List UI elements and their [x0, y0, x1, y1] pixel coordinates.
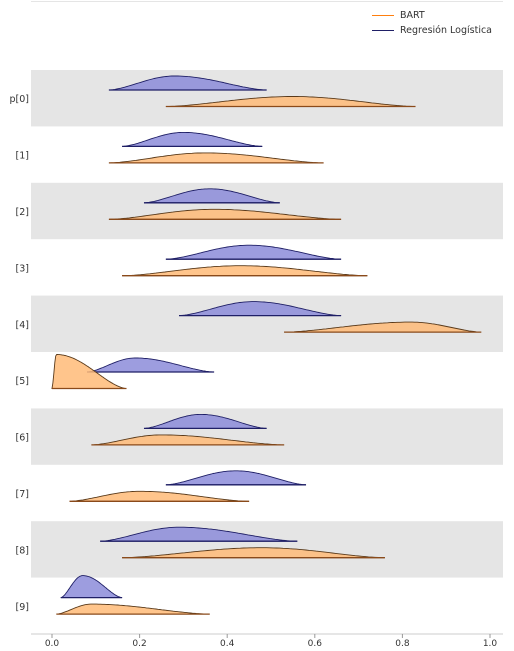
y-tick-label: [4]	[16, 320, 29, 331]
y-tick-labels: p[0] [1] [2] [3] [4] [5] [6] [7] [8] [9]	[10, 94, 30, 613]
ridge-logistic	[143, 188, 280, 204]
x-tick-label: 0.4	[220, 639, 235, 649]
ridge-bart	[122, 547, 385, 559]
category-band	[31, 182, 503, 240]
x-tick-label: 1.0	[483, 639, 498, 649]
legend-label-logistic: Regresión Logística	[400, 25, 492, 36]
y-tick-label: [5]	[16, 376, 29, 387]
ridge-logistic	[178, 301, 342, 317]
y-tick-label: [3]	[16, 263, 29, 274]
ridge-bart	[108, 208, 342, 220]
ridge-bart	[284, 321, 482, 333]
ridges	[51, 75, 482, 615]
y-tick-label: [8]	[16, 545, 29, 556]
x-tick-label: 0.0	[45, 639, 60, 649]
ridge-logistic	[165, 244, 342, 260]
ridge-bart	[108, 152, 324, 164]
ridge-bart	[122, 265, 368, 277]
ridge-bart	[91, 434, 285, 446]
ridge-logistic	[100, 526, 298, 542]
ridge-bart	[69, 490, 250, 502]
legend-swatch-bart	[372, 15, 394, 16]
y-tick-label: p[0]	[10, 94, 30, 105]
ridge-logistic	[60, 575, 123, 599]
x-tick-label: 0.2	[132, 639, 146, 649]
legend-label-bart: BART	[400, 10, 425, 21]
ridge-bart	[51, 354, 127, 389]
x-tick-label: 0.8	[395, 639, 410, 649]
legend-item-bart: BART	[372, 8, 492, 23]
category-band	[31, 408, 503, 465]
y-tick-label: [9]	[16, 602, 29, 613]
y-tick-label: [2]	[16, 207, 29, 218]
legend: BART Regresión Logística	[372, 8, 492, 38]
x-axis: 0.0 0.2 0.4 0.6 0.8 1.0	[31, 1, 503, 649]
ridge-logistic	[108, 75, 267, 91]
legend-swatch-logistic	[372, 30, 394, 31]
y-tick-label: [1]	[16, 151, 29, 162]
ridge-logistic	[122, 131, 263, 147]
ridge-logistic	[143, 413, 267, 429]
ridge-logistic	[165, 470, 307, 486]
ridge-bart	[56, 603, 210, 615]
legend-item-logistic: Regresión Logística	[372, 23, 492, 38]
ridge-bart	[165, 96, 416, 107]
ridge-logistic	[86, 357, 215, 373]
y-tick-label: [7]	[16, 489, 29, 500]
y-tick-label: [6]	[16, 433, 29, 444]
x-tick-label: 0.6	[308, 639, 323, 649]
